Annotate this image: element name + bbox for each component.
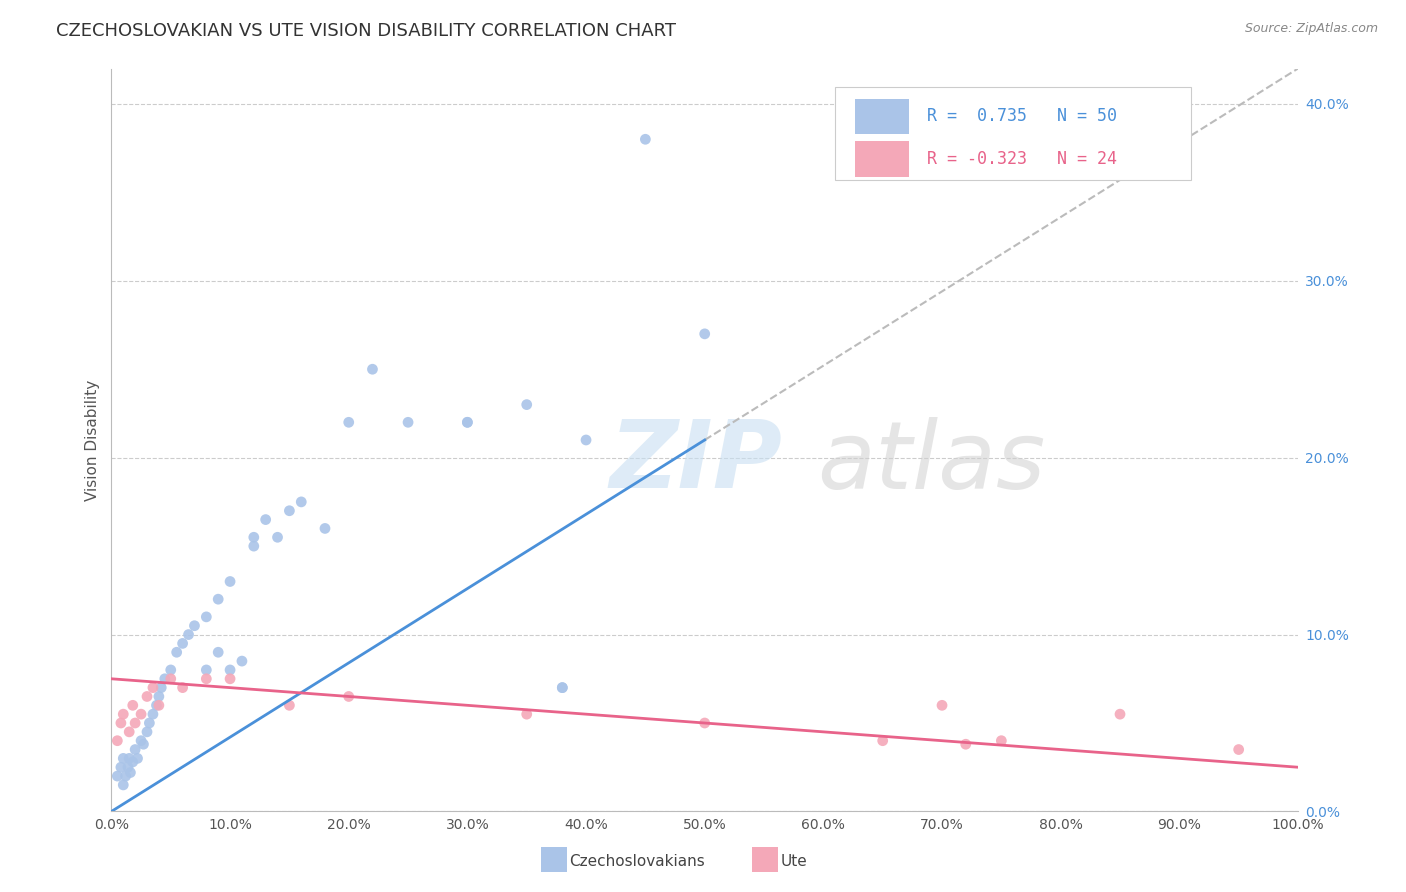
Point — [148, 690, 170, 704]
Point — [254, 512, 277, 526]
Text: R = -0.323   N = 24: R = -0.323 N = 24 — [927, 150, 1116, 169]
Point — [110, 716, 132, 731]
Point — [207, 645, 229, 659]
Point — [112, 778, 135, 792]
Point — [955, 737, 977, 751]
Point — [136, 724, 159, 739]
Point — [243, 530, 266, 544]
Point — [195, 663, 218, 677]
Point — [278, 698, 301, 713]
Point — [105, 733, 128, 747]
Text: CZECHOSLOVAKIAN VS UTE VISION DISABILITY CORRELATION CHART: CZECHOSLOVAKIAN VS UTE VISION DISABILITY… — [56, 22, 676, 40]
Point — [278, 504, 301, 518]
Point — [112, 707, 135, 722]
Point — [132, 737, 155, 751]
Point — [105, 769, 128, 783]
Point — [110, 760, 132, 774]
Text: R =  0.735   N = 50: R = 0.735 N = 50 — [927, 107, 1116, 126]
Point — [120, 765, 142, 780]
Point — [138, 716, 160, 731]
Point — [121, 698, 143, 713]
Point — [396, 415, 419, 429]
Point — [166, 645, 188, 659]
Point — [114, 769, 136, 783]
Point — [990, 733, 1012, 747]
Point — [145, 698, 167, 713]
Point — [159, 663, 181, 677]
Point — [129, 707, 152, 722]
Text: Czechoslovakians: Czechoslovakians — [569, 855, 706, 869]
Point — [693, 326, 716, 341]
Text: ZIP: ZIP — [610, 417, 783, 508]
Point — [117, 760, 139, 774]
Point — [456, 415, 478, 429]
Point — [127, 751, 149, 765]
Point — [153, 672, 176, 686]
Point — [195, 672, 218, 686]
FancyBboxPatch shape — [835, 87, 1191, 180]
FancyBboxPatch shape — [855, 141, 908, 177]
Point — [516, 707, 538, 722]
Text: atlas: atlas — [817, 417, 1046, 508]
Point — [207, 592, 229, 607]
Point — [243, 539, 266, 553]
Point — [112, 751, 135, 765]
Point — [290, 495, 312, 509]
Point — [872, 733, 894, 747]
Point — [516, 398, 538, 412]
Point — [150, 681, 173, 695]
Point — [231, 654, 253, 668]
Point — [148, 698, 170, 713]
Point — [575, 433, 598, 447]
Point — [124, 716, 146, 731]
Point — [337, 690, 360, 704]
Point — [195, 610, 218, 624]
Text: Source: ZipAtlas.com: Source: ZipAtlas.com — [1244, 22, 1378, 36]
Point — [142, 707, 165, 722]
Point — [121, 755, 143, 769]
Point — [1109, 707, 1132, 722]
Point — [1227, 742, 1250, 756]
Point — [172, 681, 194, 695]
Point — [219, 663, 242, 677]
Point — [124, 742, 146, 756]
Point — [159, 672, 181, 686]
Point — [129, 733, 152, 747]
Point — [136, 690, 159, 704]
Point — [266, 530, 288, 544]
Point — [177, 627, 200, 641]
Point — [219, 574, 242, 589]
Text: Ute: Ute — [780, 855, 807, 869]
Point — [551, 681, 574, 695]
Point — [172, 636, 194, 650]
Y-axis label: Vision Disability: Vision Disability — [86, 379, 100, 500]
Point — [456, 415, 478, 429]
Point — [183, 618, 205, 632]
Point — [551, 681, 574, 695]
Point — [931, 698, 953, 713]
Point — [118, 751, 141, 765]
Point — [118, 724, 141, 739]
Point — [142, 681, 165, 695]
Point — [314, 521, 336, 535]
FancyBboxPatch shape — [855, 99, 908, 135]
Point — [634, 132, 657, 146]
Point — [219, 672, 242, 686]
Point — [693, 716, 716, 731]
Point — [337, 415, 360, 429]
Point — [361, 362, 384, 376]
